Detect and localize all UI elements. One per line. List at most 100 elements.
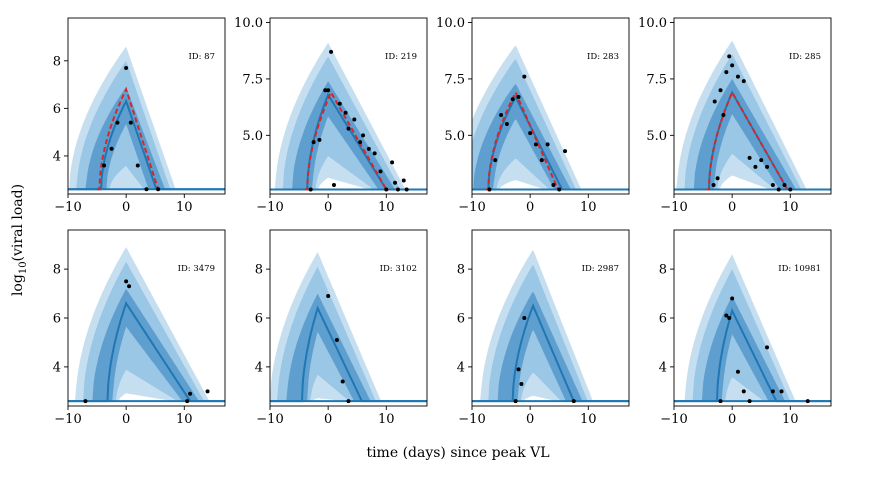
panel-id-label: ID: 2987 bbox=[582, 264, 619, 274]
panel-7: −10 0 10 4 6 8 ID: 2987 bbox=[457, 229, 630, 427]
data-point bbox=[730, 296, 735, 301]
y-axis-label-log: log bbox=[10, 274, 26, 296]
y-axis-label-rest: (viral load) bbox=[10, 184, 26, 262]
median-trajectory-line bbox=[674, 90, 831, 191]
data-point bbox=[557, 187, 562, 192]
panel-id-label: ID: 3479 bbox=[178, 264, 215, 274]
data-point bbox=[741, 79, 746, 84]
x-tick-label: 0 bbox=[324, 200, 332, 215]
data-point bbox=[346, 126, 351, 131]
x-tick-label: 0 bbox=[324, 412, 332, 427]
data-point bbox=[358, 140, 363, 145]
data-point bbox=[727, 316, 732, 320]
data-point bbox=[124, 65, 129, 70]
data-point bbox=[393, 180, 398, 185]
x-tick-label: −10 bbox=[54, 412, 81, 427]
y-tick-label: 4 bbox=[53, 149, 61, 164]
panel-2: −10 0 10 5.0 7.5 10.0 ID: 219 bbox=[234, 16, 428, 215]
data-point bbox=[519, 382, 524, 386]
x-tick-label: 10 bbox=[176, 412, 193, 427]
data-point bbox=[493, 158, 498, 163]
data-point bbox=[205, 389, 210, 394]
data-point bbox=[718, 399, 723, 404]
data-point bbox=[727, 54, 732, 59]
band-inner bbox=[68, 87, 225, 190]
data-point bbox=[401, 178, 406, 183]
y-tick-label: 6 bbox=[255, 312, 263, 327]
data-point bbox=[109, 146, 114, 151]
data-point bbox=[712, 99, 717, 104]
y-tick-label: 8 bbox=[53, 263, 61, 278]
data-point bbox=[487, 187, 492, 192]
data-point bbox=[528, 131, 533, 136]
data-point bbox=[115, 120, 120, 125]
data-point bbox=[499, 113, 504, 118]
data-point bbox=[311, 140, 316, 145]
plot-area bbox=[472, 250, 629, 404]
y-tick-label: 4 bbox=[659, 360, 667, 375]
x-tick-label: −10 bbox=[256, 200, 283, 215]
data-point bbox=[513, 399, 518, 404]
data-point bbox=[361, 133, 366, 138]
x-tick-label: 0 bbox=[728, 200, 736, 215]
data-point bbox=[144, 187, 149, 192]
data-point bbox=[782, 182, 787, 187]
data-point bbox=[779, 389, 784, 394]
y-tick-label: 8 bbox=[255, 263, 263, 278]
x-tick-label: 10 bbox=[782, 200, 799, 215]
median-trajectory-line bbox=[674, 307, 831, 403]
median-trajectory-line bbox=[472, 303, 629, 403]
data-point bbox=[753, 164, 758, 169]
data-point bbox=[741, 389, 746, 394]
plot-area bbox=[68, 46, 225, 192]
x-tick-label: 0 bbox=[728, 412, 736, 427]
data-point bbox=[156, 187, 161, 192]
data-point bbox=[715, 176, 720, 181]
svg-text:log10(viral load): log10(viral load) bbox=[10, 184, 29, 296]
panel-frame bbox=[67, 17, 226, 195]
band-inner bbox=[674, 78, 831, 190]
data-point bbox=[326, 88, 331, 93]
x-tick-label: 0 bbox=[122, 412, 130, 427]
data-point bbox=[724, 70, 729, 75]
x-tick-label: −10 bbox=[54, 200, 81, 215]
panel-frame bbox=[673, 17, 832, 195]
data-point bbox=[127, 284, 132, 289]
data-point bbox=[340, 379, 345, 384]
y-tick-label: 8 bbox=[659, 263, 667, 278]
data-point bbox=[770, 182, 775, 187]
data-point bbox=[770, 389, 775, 394]
y-tick-label: 7.5 bbox=[242, 72, 263, 87]
plot-area bbox=[674, 40, 831, 192]
y-tick-label: 4 bbox=[457, 360, 465, 375]
data-point bbox=[185, 399, 190, 404]
panel-8: −10 0 10 4 6 8 ID: 10981 bbox=[659, 229, 832, 427]
y-tick-label: 4 bbox=[53, 360, 61, 375]
y-tick-label: 4 bbox=[255, 360, 263, 375]
x-tick-label: −10 bbox=[660, 412, 687, 427]
data-point bbox=[747, 399, 752, 404]
median-trajectory-line bbox=[68, 300, 225, 403]
x-tick-label: 10 bbox=[378, 200, 395, 215]
x-tick-label: −10 bbox=[458, 412, 485, 427]
data-point bbox=[805, 399, 810, 404]
data-point bbox=[384, 187, 389, 192]
panel-1: −10 0 10 4 6 8 ID: 87 bbox=[53, 17, 226, 215]
y-tick-label: 10.0 bbox=[638, 16, 667, 31]
x-tick-label: 10 bbox=[580, 200, 597, 215]
fit-trajectory-line bbox=[97, 86, 161, 191]
data-point bbox=[128, 120, 133, 125]
data-point bbox=[735, 74, 740, 79]
data-point bbox=[346, 399, 351, 404]
y-tick-label: 5.0 bbox=[646, 129, 667, 144]
y-tick-label: 8 bbox=[457, 263, 465, 278]
y-axis-label-sub: 10 bbox=[18, 261, 29, 274]
data-point bbox=[516, 367, 521, 372]
y-tick-label: 10.0 bbox=[234, 16, 263, 31]
y-tick-label: 6 bbox=[53, 312, 61, 327]
band-inner bbox=[270, 293, 427, 402]
y-tick-label: 5.0 bbox=[444, 129, 465, 144]
y-axis-label: log10(viral load) bbox=[10, 184, 29, 296]
data-point bbox=[329, 49, 334, 54]
y-tick-label: 10.0 bbox=[436, 16, 465, 31]
